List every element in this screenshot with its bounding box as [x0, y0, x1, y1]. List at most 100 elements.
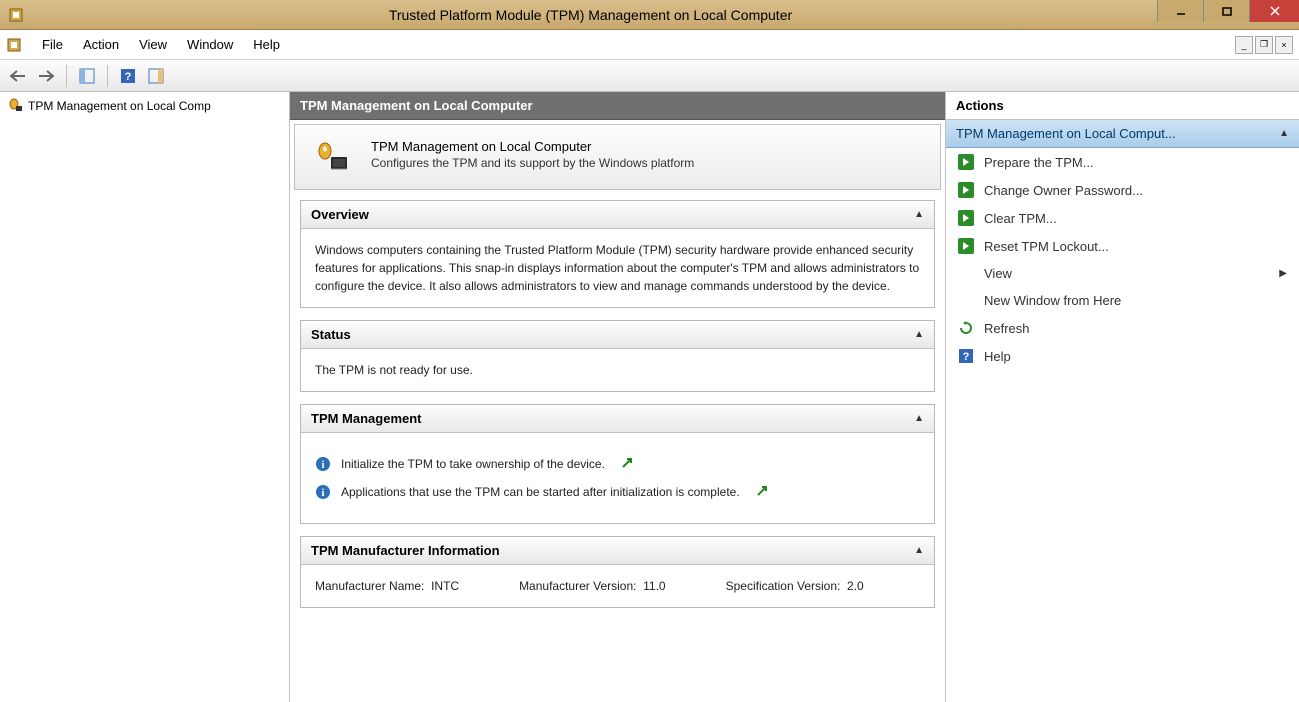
manufacturer-title: TPM Manufacturer Information — [311, 543, 500, 558]
action-label: View — [984, 266, 1012, 281]
refresh-icon — [958, 320, 974, 336]
action-change-owner[interactable]: Change Owner Password... — [946, 176, 1299, 204]
center-pane: TPM Management on Local Computer TPM Man… — [290, 92, 945, 702]
action-view[interactable]: View ▶ — [946, 260, 1299, 287]
collapse-caret-icon: ▲ — [914, 413, 924, 424]
window-title: Trusted Platform Module (TPM) Management… — [24, 7, 1157, 23]
app-icon — [8, 7, 24, 23]
center-header: TPM Management on Local Computer — [290, 92, 945, 120]
overview-body: Windows computers containing the Trusted… — [301, 229, 934, 307]
management-item-1-text: Initialize the TPM to take ownership of … — [341, 455, 605, 473]
action-label: Help — [984, 349, 1011, 364]
svg-text:i: i — [321, 459, 324, 471]
arrow-right-icon — [958, 154, 974, 170]
minimize-button[interactable] — [1157, 0, 1203, 22]
action-clear-tpm[interactable]: Clear TPM... — [946, 204, 1299, 232]
menu-view[interactable]: View — [129, 33, 177, 56]
show-hide-tree-button[interactable] — [75, 64, 99, 88]
mdi-controls: _ ❐ × — [1235, 36, 1293, 54]
intro-title: TPM Management on Local Computer — [371, 139, 694, 154]
menu-file[interactable]: File — [32, 33, 73, 56]
close-button[interactable] — [1249, 0, 1299, 22]
window-controls — [1157, 0, 1299, 29]
action-label: Reset TPM Lockout... — [984, 239, 1109, 254]
info-icon: i — [315, 484, 331, 500]
mdi-restore-button[interactable]: ❐ — [1255, 36, 1273, 54]
action-refresh[interactable]: Refresh — [946, 314, 1299, 342]
management-body: i Initialize the TPM to take ownership o… — [301, 433, 934, 523]
actions-pane: Actions TPM Management on Local Comput..… — [945, 92, 1299, 702]
back-button[interactable] — [6, 64, 30, 88]
menu-window[interactable]: Window — [177, 33, 243, 56]
info-icon: i — [315, 456, 331, 472]
mdi-close-button[interactable]: × — [1275, 36, 1293, 54]
action-label: Prepare the TPM... — [984, 155, 1094, 170]
action-help[interactable]: ? Help — [946, 342, 1299, 370]
help-icon: ? — [958, 348, 974, 364]
tpm-tree-icon — [8, 98, 24, 114]
management-title: TPM Management — [311, 411, 422, 426]
status-title: Status — [311, 327, 351, 342]
tree-root-label: TPM Management on Local Comp — [28, 99, 211, 113]
collapse-caret-icon: ▲ — [914, 329, 924, 340]
manufacturer-body: Manufacturer Name: INTC Manufacturer Ver… — [301, 565, 934, 607]
overview-header[interactable]: Overview ▲ — [301, 201, 934, 229]
management-section: TPM Management ▲ i Initialize the TPM to… — [300, 404, 935, 524]
arrow-right-icon — [958, 182, 974, 198]
action-new-window[interactable]: New Window from Here — [946, 287, 1299, 314]
menu-help[interactable]: Help — [243, 33, 290, 56]
actions-title: Actions — [946, 92, 1299, 120]
arrow-right-icon — [958, 238, 974, 254]
intro-description: Configures the TPM and its support by th… — [371, 156, 694, 170]
svg-text:?: ? — [125, 71, 132, 83]
action-label: Change Owner Password... — [984, 183, 1143, 198]
toolbar-separator — [107, 65, 108, 87]
action-reset-lockout[interactable]: Reset TPM Lockout... — [946, 232, 1299, 260]
action-label: New Window from Here — [984, 293, 1121, 308]
maximize-button[interactable] — [1203, 0, 1249, 22]
tree-pane: TPM Management on Local Comp — [0, 92, 290, 702]
action-label: Clear TPM... — [984, 211, 1057, 226]
window-titlebar: Trusted Platform Module (TPM) Management… — [0, 0, 1299, 30]
management-item-2-text: Applications that use the TPM can be sta… — [341, 483, 740, 501]
management-item-2: i Applications that use the TPM can be s… — [315, 483, 920, 501]
manufacturer-header[interactable]: TPM Manufacturer Information ▲ — [301, 537, 934, 565]
action-label: Refresh — [984, 321, 1030, 336]
status-body: The TPM is not ready for use. — [301, 349, 934, 391]
menu-action[interactable]: Action — [73, 33, 129, 56]
toolbar-separator — [66, 65, 67, 87]
overview-title: Overview — [311, 207, 369, 222]
intro-box: TPM Management on Local Computer Configu… — [294, 124, 941, 190]
overview-section: Overview ▲ Windows computers containing … — [300, 200, 935, 308]
mfr-name: Manufacturer Name: INTC — [315, 577, 459, 595]
actions-group-title: TPM Management on Local Comput... — [956, 126, 1176, 141]
management-item-1: i Initialize the TPM to take ownership o… — [315, 455, 920, 473]
mmc-icon — [6, 37, 22, 53]
actions-group-header[interactable]: TPM Management on Local Comput... ▲ — [946, 120, 1299, 148]
forward-button[interactable] — [34, 64, 58, 88]
collapse-caret-icon: ▲ — [914, 545, 924, 556]
arrow-right-icon — [958, 210, 974, 226]
mfr-spec: Specification Version: 2.0 — [726, 577, 864, 595]
management-header[interactable]: TPM Management ▲ — [301, 405, 934, 433]
show-hide-action-button[interactable] — [144, 64, 168, 88]
tpm-key-chip-icon — [315, 139, 351, 175]
main-layout: TPM Management on Local Comp TPM Managem… — [0, 92, 1299, 702]
collapse-caret-icon: ▲ — [1279, 128, 1289, 139]
submenu-arrow-icon: ▶ — [1279, 268, 1287, 279]
mfr-version: Manufacturer Version: 11.0 — [519, 577, 666, 595]
help-button[interactable]: ? — [116, 64, 140, 88]
status-section: Status ▲ The TPM is not ready for use. — [300, 320, 935, 392]
link-arrow-icon[interactable] — [756, 485, 770, 499]
toolbar: ? — [0, 60, 1299, 92]
manufacturer-section: TPM Manufacturer Information ▲ Manufactu… — [300, 536, 935, 608]
action-prepare-tpm[interactable]: Prepare the TPM... — [946, 148, 1299, 176]
svg-text:?: ? — [963, 351, 970, 363]
tree-root-item[interactable]: TPM Management on Local Comp — [4, 96, 285, 116]
status-header[interactable]: Status ▲ — [301, 321, 934, 349]
menubar: File Action View Window Help _ ❐ × — [0, 30, 1299, 60]
intro-text: TPM Management on Local Computer Configu… — [371, 139, 694, 170]
mdi-minimize-button[interactable]: _ — [1235, 36, 1253, 54]
collapse-caret-icon: ▲ — [914, 209, 924, 220]
link-arrow-icon[interactable] — [621, 457, 635, 471]
